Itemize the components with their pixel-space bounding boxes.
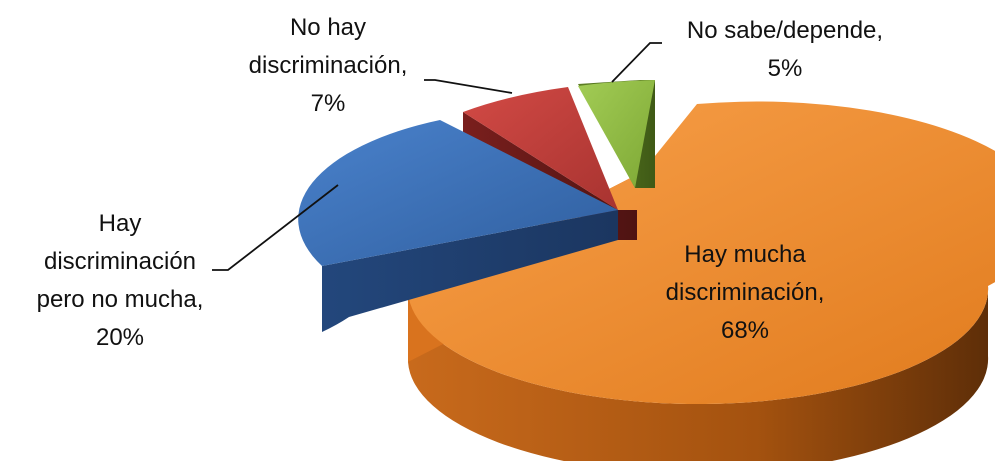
slice-blue-side-face bbox=[322, 210, 618, 332]
label-red-line: discriminación, bbox=[249, 52, 408, 79]
label-orange: Hay mucha discriminación, 68% bbox=[666, 241, 825, 344]
label-blue-line: discriminación bbox=[44, 248, 196, 275]
slice-orange bbox=[408, 101, 995, 405]
label-green-line: No sabe/depende, bbox=[687, 17, 883, 44]
label-red-line: 7% bbox=[311, 90, 346, 117]
slice-green bbox=[578, 80, 655, 188]
label-orange-line: 68% bbox=[721, 317, 769, 344]
label-blue-line: pero no mucha, bbox=[37, 286, 204, 313]
slice-red bbox=[463, 87, 618, 210]
label-red-line: No hay bbox=[290, 14, 366, 41]
leader-line-green bbox=[611, 42, 662, 83]
label-orange-line: Hay mucha bbox=[684, 241, 806, 268]
label-red: No hay discriminación, 7% bbox=[249, 14, 408, 117]
label-green: No sabe/depende, 5% bbox=[687, 17, 883, 82]
label-blue-line: 20% bbox=[96, 324, 144, 351]
slice-blue bbox=[298, 120, 618, 266]
label-blue: Hay discriminación pero no mucha, 20% bbox=[37, 210, 204, 351]
label-green-line: 5% bbox=[768, 55, 803, 82]
slice-orange-side-face bbox=[408, 286, 989, 461]
label-orange-line: discriminación, bbox=[666, 279, 825, 306]
leader-line-blue bbox=[212, 184, 339, 271]
label-blue-line: Hay bbox=[99, 210, 142, 237]
slice-labels: Hay mucha discriminación, 68% Hay discrimina… bbox=[37, 14, 883, 351]
leader-line-red bbox=[424, 79, 513, 94]
